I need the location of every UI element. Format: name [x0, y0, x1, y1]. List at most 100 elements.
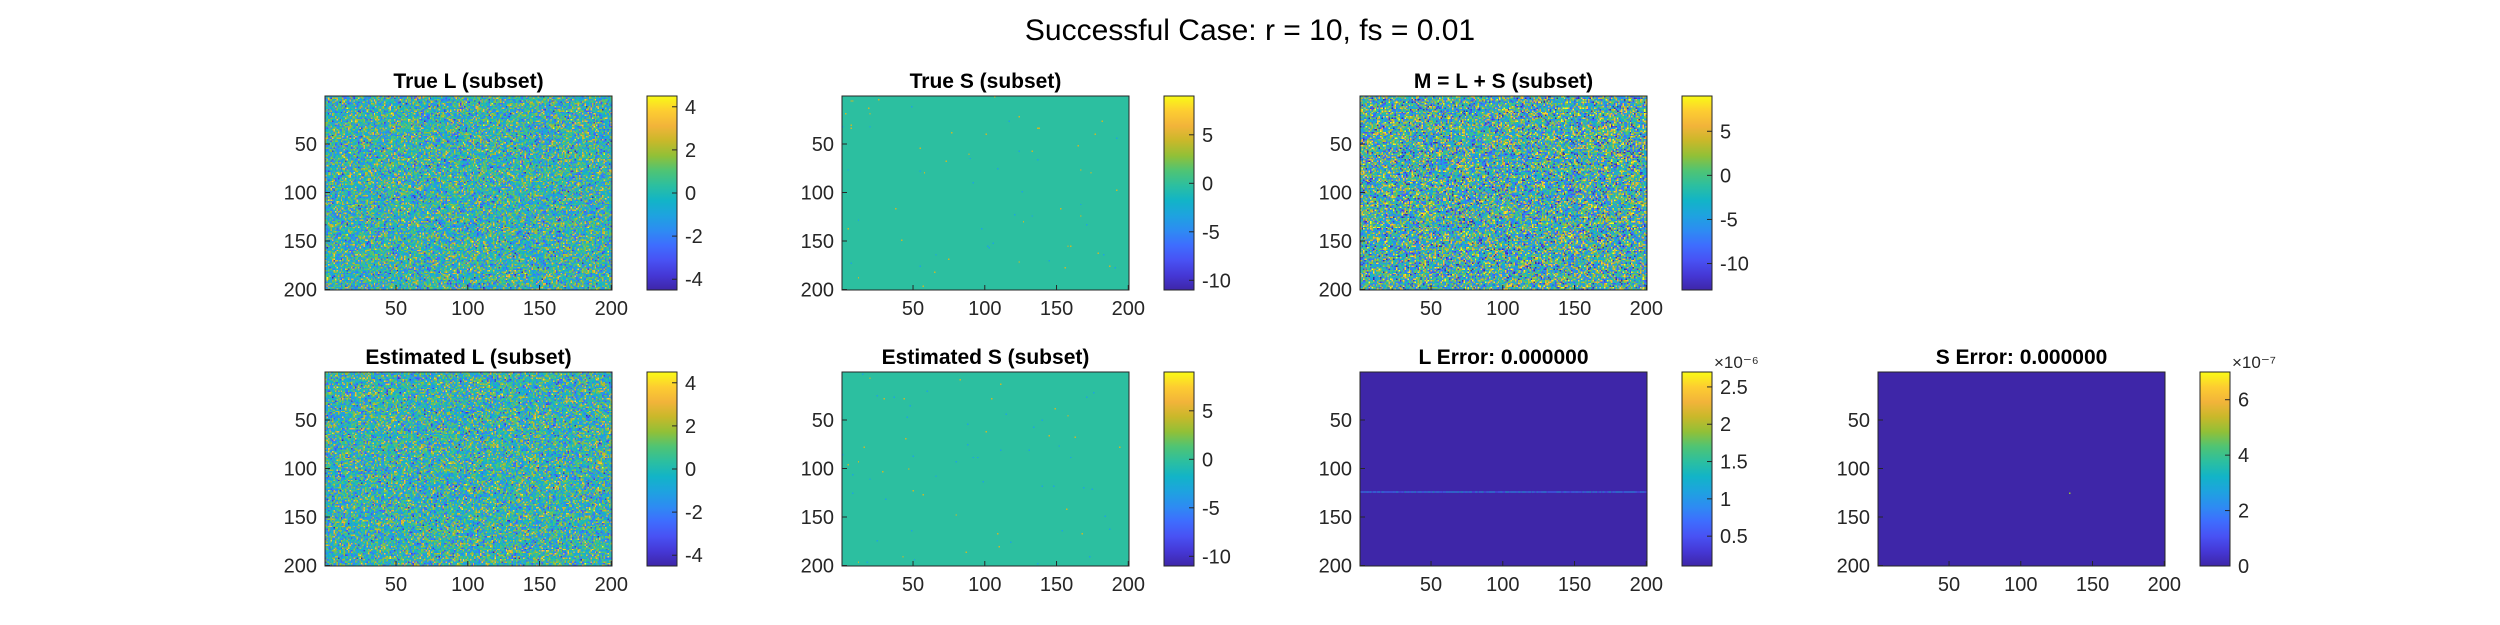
x-tick-label: 200: [1112, 298, 1145, 320]
colorbar-exponent: ×10⁻⁶: [1714, 353, 1759, 372]
x-tick-label: 200: [595, 298, 628, 320]
y-tick-label: 200: [1837, 556, 1870, 578]
y-tick-label: 100: [801, 183, 834, 205]
colorbar-tick-label: 4: [685, 373, 696, 395]
y-tick-label: 50: [295, 134, 317, 156]
colorbar-tick-label: -10: [1720, 254, 1749, 276]
colorbar-tick-label: 5: [1720, 121, 1731, 143]
y-tick-label: 150: [284, 231, 317, 253]
x-tick-label: 100: [1486, 298, 1519, 320]
colorbar-tick-label: -5: [1720, 209, 1738, 231]
y-tick-label: 200: [284, 556, 317, 578]
colorbar: [1681, 371, 1713, 567]
x-tick-label: 200: [1630, 298, 1663, 320]
x-tick-label: 100: [2004, 574, 2037, 596]
x-tick-label: 200: [595, 574, 628, 596]
y-tick-label: 100: [801, 459, 834, 481]
colorbar: [2199, 371, 2231, 567]
subplot-s-error: S Error: 0.000000 50 100 150 200 50 100 150 200 0…: [1837, 346, 2276, 596]
y-tick-label: 100: [1837, 459, 1870, 481]
x-tick-label: 150: [1040, 574, 1073, 596]
colorbar-tick-label: 5: [1202, 125, 1213, 147]
y-tick-label: 150: [801, 231, 834, 253]
colorbar-tick-label: 4: [685, 97, 696, 119]
x-tick-label: 200: [1630, 574, 1663, 596]
x-tick-label: 50: [1420, 298, 1442, 320]
colorbar-tick-label: -2: [685, 502, 703, 524]
heatmap-image: [325, 96, 612, 290]
x-tick-label: 100: [1486, 574, 1519, 596]
colorbar-tick-label: 0: [1720, 165, 1731, 187]
x-tick-label: 50: [902, 574, 924, 596]
y-tick-label: 50: [295, 410, 317, 432]
colorbar-tick-label: -4: [685, 545, 703, 567]
heatmap-image: [325, 372, 612, 566]
y-tick-label: 50: [1330, 410, 1352, 432]
colorbar-tick-label: -10: [1202, 270, 1231, 292]
x-tick-label: 150: [523, 298, 556, 320]
y-tick-label: 150: [284, 507, 317, 529]
y-tick-label: 150: [1319, 507, 1352, 529]
colorbar-tick-label: -5: [1202, 222, 1220, 244]
x-tick-label: 100: [451, 574, 484, 596]
figure-suptitle: Successful Case: r = 10, fs = 0.01: [1025, 14, 1475, 47]
colorbar-tick-label: 2: [2238, 501, 2249, 523]
colorbar-tick-label: 2.5: [1720, 377, 1748, 399]
subplot-title: Estimated L (subset): [365, 346, 571, 369]
colorbar-tick-label: 5: [1202, 401, 1213, 423]
subplot-estimated-l: Estimated L (subset) 50 100 150 200 50 100 150 2…: [284, 346, 703, 596]
colorbar: [1681, 95, 1713, 291]
subplot-title: S Error: 0.000000: [1936, 346, 2108, 369]
y-tick-label: 100: [1319, 459, 1352, 481]
colorbar-tick-label: 2: [685, 416, 696, 438]
y-tick-label: 100: [1319, 183, 1352, 205]
x-tick-label: 150: [1558, 298, 1591, 320]
colorbar-tick-label: -5: [1202, 498, 1220, 520]
y-tick-label: 50: [1330, 134, 1352, 156]
subplot-m-l-plus-s: M = L + S (subset)50 100 150 20050100150200…: [1319, 70, 1749, 320]
y-tick-label: 100: [284, 459, 317, 481]
y-tick-label: 150: [1837, 507, 1870, 529]
subplot-l-error: L Error: 0.000000 50 100 150 200 50 100 150 200 0…: [1319, 346, 1759, 596]
heatmap-image: [1360, 372, 1647, 566]
x-tick-label: 100: [968, 298, 1001, 320]
x-tick-label: 200: [2148, 574, 2181, 596]
x-tick-label: 200: [1112, 574, 1145, 596]
x-tick-label: 150: [1040, 298, 1073, 320]
colorbar-tick-label: 0: [2238, 556, 2249, 578]
y-tick-label: 50: [812, 134, 834, 156]
y-tick-label: 200: [801, 280, 834, 302]
subplot-title: True L (subset): [393, 70, 543, 93]
subplot-title: M = L + S (subset): [1414, 70, 1593, 93]
subplot-title: True S (subset): [910, 70, 1062, 93]
heatmap-image: [1360, 96, 1647, 290]
colorbar-tick-label: 1: [1720, 489, 1731, 511]
subplot-title: Estimated S (subset): [882, 346, 1090, 369]
colorbar-tick-label: 0: [1202, 449, 1213, 471]
x-tick-label: 150: [523, 574, 556, 596]
colorbar-tick-label: 0: [685, 459, 696, 481]
colorbar-tick-label: 0.5: [1720, 526, 1748, 548]
colorbar: [1163, 95, 1195, 291]
subplot-title: L Error: 0.000000: [1418, 346, 1588, 369]
colorbar-tick-label: -4: [685, 269, 703, 291]
heatmap-image: [842, 372, 1129, 566]
heatmap-image: [1878, 372, 2165, 566]
colorbar-tick-label: 0: [685, 183, 696, 205]
colorbar-tick-label: -2: [685, 226, 703, 248]
colorbar-tick-label: 1.5: [1720, 452, 1748, 474]
x-tick-label: 50: [1938, 574, 1960, 596]
x-tick-label: 150: [2076, 574, 2109, 596]
heatmap-image: [842, 96, 1129, 290]
colorbar-tick-label: 2: [1720, 414, 1731, 436]
x-tick-label: 50: [385, 574, 407, 596]
y-tick-label: 150: [1319, 231, 1352, 253]
colorbar-tick-label: 4: [2238, 445, 2249, 467]
colorbar-tick-label: 6: [2238, 390, 2249, 412]
colorbar-exponent: ×10⁻⁷: [2232, 353, 2276, 372]
y-tick-label: 200: [1319, 280, 1352, 302]
colorbar: [1163, 371, 1195, 567]
x-tick-label: 50: [1420, 574, 1442, 596]
